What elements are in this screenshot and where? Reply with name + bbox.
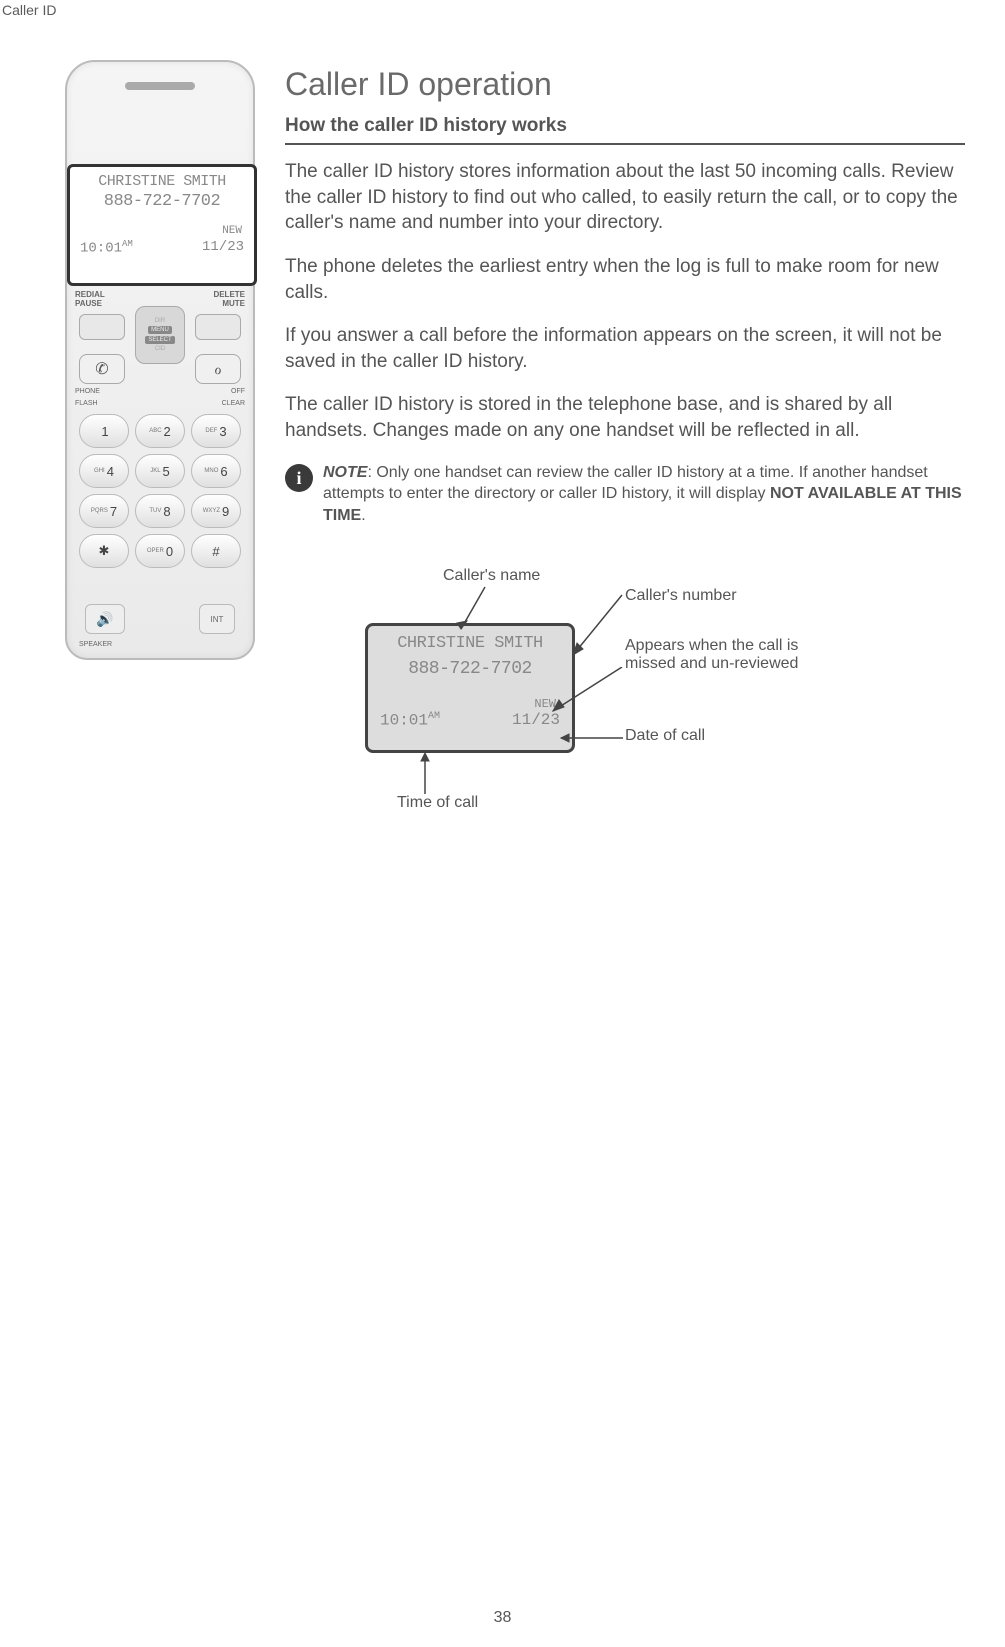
redial-button[interactable] xyxy=(79,314,125,340)
fn-labels: PHONE OFF xyxy=(75,388,245,395)
nav-select: SELECT xyxy=(145,336,174,344)
screen-time: 10:01AM xyxy=(80,239,133,257)
key-2[interactable]: ABC2 xyxy=(135,414,185,448)
dia-datetime: 10:01AM 11/23 xyxy=(374,711,566,729)
callerid-diagram: Caller's name Caller's number Appears wh… xyxy=(325,567,945,847)
text-column: Caller ID operation How the caller ID hi… xyxy=(285,60,965,847)
section-header: Caller ID xyxy=(2,2,56,18)
key-3[interactable]: DEF3 xyxy=(191,414,241,448)
key-1[interactable]: 1 xyxy=(79,414,129,448)
dia-new-label: NEW xyxy=(374,697,556,711)
key-hash[interactable]: # xyxy=(191,534,241,568)
nav-menu: MENU xyxy=(148,326,172,334)
paragraph: The phone deletes the earliest entry whe… xyxy=(285,254,965,305)
annotation-time: Time of call xyxy=(397,794,478,812)
nav-dir: DIR xyxy=(155,318,165,324)
annotation-caller-number: Caller's number xyxy=(625,587,737,605)
annotation-new: Appears when the call is missed and un-r… xyxy=(625,637,825,673)
keypad: 1 ABC2 DEF3 GHI4 JKL5 MNO6 PQRS7 TUV8 WX… xyxy=(79,414,241,568)
note-block: i NOTE: Only one handset can review the … xyxy=(285,462,965,527)
nav-cluster[interactable]: DIR MENU SELECT CID xyxy=(135,306,185,364)
screen-caller-number: 888-722-7702 xyxy=(74,192,250,211)
key-8[interactable]: TUV8 xyxy=(135,494,185,528)
screen-date: 11/23 xyxy=(202,239,244,257)
dia-caller-name: CHRISTINE SMITH xyxy=(374,634,566,653)
dia-caller-number: 888-722-7702 xyxy=(374,659,566,679)
arrow-date xyxy=(555,732,625,746)
arrow-name xyxy=(455,585,495,635)
page-title: Caller ID operation xyxy=(285,66,965,103)
key-9[interactable]: WXYZ9 xyxy=(191,494,241,528)
arrow-number xyxy=(567,593,627,663)
speaker-button[interactable]: 🔊 xyxy=(85,604,125,634)
key-0[interactable]: OPER0 xyxy=(135,534,185,568)
paragraph: If you answer a call before the informat… xyxy=(285,323,965,374)
phone-screen: CHRISTINE SMITH 888-722-7702 NEW 10:01AM… xyxy=(67,164,257,286)
off-button[interactable]: ℴ xyxy=(195,354,241,384)
page-number: 38 xyxy=(494,1609,512,1627)
screen-datetime: 10:01AM 11/23 xyxy=(74,239,250,257)
key-5[interactable]: JKL5 xyxy=(135,454,185,488)
page-subtitle: How the caller ID history works xyxy=(285,115,965,145)
int-button[interactable]: INT xyxy=(199,604,235,634)
dia-time: 10:01AM xyxy=(380,711,440,729)
paragraph: The caller ID history is stored in the t… xyxy=(285,392,965,443)
delete-button[interactable] xyxy=(195,314,241,340)
phone-button[interactable]: ✆ xyxy=(79,354,125,384)
key-star[interactable]: ✱ xyxy=(79,534,129,568)
screen-new-label: NEW xyxy=(74,225,242,237)
nav-cid: CID xyxy=(155,346,165,352)
annotation-date: Date of call xyxy=(625,727,705,745)
key-7[interactable]: PQRS7 xyxy=(79,494,129,528)
speaker-label: SPEAKER xyxy=(79,641,112,648)
diagram-screen: CHRISTINE SMITH 888-722-7702 NEW 10:01AM… xyxy=(365,623,575,753)
handset-illustration: CHRISTINE SMITH 888-722-7702 NEW 10:01AM… xyxy=(65,60,255,660)
screen-caller-name: CHRISTINE SMITH xyxy=(74,173,250,190)
page-content: CHRISTINE SMITH 888-722-7702 NEW 10:01AM… xyxy=(65,60,965,847)
key-4[interactable]: GHI4 xyxy=(79,454,129,488)
phone-column: CHRISTINE SMITH 888-722-7702 NEW 10:01AM… xyxy=(65,60,265,847)
key-6[interactable]: MNO6 xyxy=(191,454,241,488)
annotation-caller-name: Caller's name xyxy=(443,567,540,585)
arrow-time xyxy=(415,749,435,797)
note-text: NOTE: Only one handset can review the ca… xyxy=(323,462,965,527)
paragraph: The caller ID history stores information… xyxy=(285,159,965,236)
earpiece xyxy=(125,82,195,90)
info-icon: i xyxy=(285,464,313,492)
fn-labels2: FLASH CLEAR xyxy=(75,400,245,407)
arrow-new xyxy=(547,667,627,717)
